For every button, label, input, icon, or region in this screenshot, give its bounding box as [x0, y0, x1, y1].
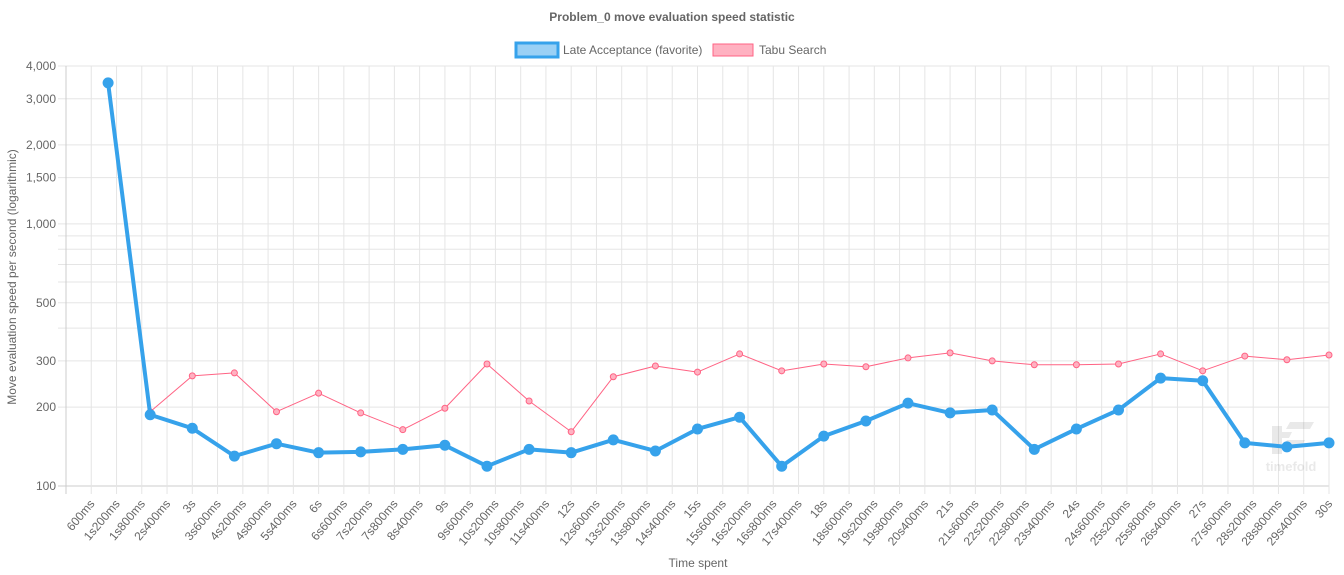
- y-axis: 4,000 3,000 2,000 1,500 1,000 500 300 200 100: [26, 59, 56, 493]
- data-point-tabu-search[interactable]: [441, 404, 449, 412]
- data-point-tabu-search[interactable]: [1325, 351, 1333, 359]
- data-point-tabu-search[interactable]: [230, 369, 238, 377]
- data-point-tabu-search[interactable]: [1030, 361, 1038, 369]
- data-point-late-acceptance-favorite[interactable]: [986, 404, 998, 416]
- data-point-late-acceptance-favorite[interactable]: [1197, 375, 1209, 387]
- data-point-tabu-search[interactable]: [862, 363, 870, 371]
- x-axis-title: Time spent: [669, 556, 729, 570]
- series-line-tabu-search: [107, 82, 1330, 433]
- data-point-tabu-search[interactable]: [525, 397, 533, 405]
- data-point-tabu-search[interactable]: [651, 362, 659, 370]
- data-point-late-acceptance-favorite[interactable]: [439, 439, 451, 451]
- data-point-late-acceptance-favorite[interactable]: [1028, 443, 1040, 455]
- data-point-tabu-search[interactable]: [357, 409, 365, 417]
- data-point-late-acceptance-favorite[interactable]: [1281, 441, 1293, 453]
- y-axis-title: Move evaluation speed per second (logari…: [5, 149, 19, 404]
- data-point-late-acceptance-favorite[interactable]: [523, 443, 535, 455]
- legend-item-tabu-search[interactable]: Tabu Search: [712, 43, 826, 57]
- watermark-logo: timefold: [1266, 422, 1317, 474]
- data-point-tabu-search[interactable]: [946, 349, 954, 357]
- y-tick-label: 500: [36, 296, 56, 310]
- data-point-tabu-search[interactable]: [988, 357, 996, 365]
- x-tick-label: 6s: [306, 497, 325, 516]
- data-point-late-acceptance-favorite[interactable]: [271, 438, 282, 450]
- data-point-tabu-search[interactable]: [1072, 361, 1080, 369]
- data-point-late-acceptance-favorite[interactable]: [313, 447, 325, 459]
- data-point-late-acceptance-favorite[interactable]: [1155, 372, 1167, 384]
- data-point-tabu-search[interactable]: [315, 389, 323, 397]
- data-point-late-acceptance-favorite[interactable]: [186, 422, 198, 434]
- data-point-late-acceptance-favorite[interactable]: [1113, 404, 1124, 416]
- data-point-late-acceptance-favorite[interactable]: [355, 446, 367, 458]
- data-point-late-acceptance-favorite[interactable]: [818, 430, 830, 442]
- y-tick-label: 300: [36, 354, 56, 368]
- data-point-late-acceptance-favorite[interactable]: [944, 407, 956, 419]
- data-point-tabu-search[interactable]: [567, 428, 575, 436]
- data-point-tabu-search[interactable]: [273, 408, 280, 416]
- y-tick-label: 1,500: [26, 171, 56, 185]
- legend: Late Acceptance (favorite) Tabu Search: [514, 41, 826, 59]
- legend-swatch-tabu-search: [712, 43, 754, 57]
- data-point-tabu-search[interactable]: [778, 367, 786, 375]
- y-tick-label: 200: [36, 400, 56, 414]
- data-point-late-acceptance-favorite[interactable]: [1070, 423, 1082, 435]
- series-line-late-acceptance-favorite: [106, 82, 1330, 469]
- y-tick-label: 4,000: [26, 59, 56, 73]
- data-point-tabu-search[interactable]: [1115, 360, 1122, 368]
- data-point-tabu-search[interactable]: [609, 373, 617, 381]
- y-tick-label: 100: [36, 479, 56, 493]
- data-point-late-acceptance-favorite[interactable]: [481, 460, 493, 472]
- x-tick-label: 9s: [432, 497, 451, 516]
- legend-label-tabu-search: Tabu Search: [759, 43, 826, 57]
- series-layer: [102, 77, 1335, 472]
- data-point-late-acceptance-favorite[interactable]: [1239, 437, 1251, 449]
- svg-text:timefold: timefold: [1266, 459, 1317, 474]
- data-point-late-acceptance-favorite[interactable]: [649, 445, 661, 457]
- chart-title: Problem_0 move evaluation speed statisti…: [549, 10, 795, 24]
- data-point-tabu-search[interactable]: [188, 372, 196, 380]
- data-point-late-acceptance-favorite[interactable]: [902, 397, 914, 409]
- data-point-tabu-search[interactable]: [904, 354, 912, 362]
- data-point-tabu-search[interactable]: [820, 360, 828, 368]
- data-point-late-acceptance-favorite[interactable]: [102, 77, 114, 89]
- grid: [58, 65, 1330, 494]
- data-point-late-acceptance-favorite[interactable]: [776, 460, 788, 472]
- data-point-tabu-search[interactable]: [1241, 352, 1249, 360]
- data-point-late-acceptance-favorite[interactable]: [692, 423, 703, 435]
- data-point-tabu-search[interactable]: [1283, 356, 1291, 364]
- y-tick-label: 1,000: [26, 217, 56, 231]
- legend-item-late-acceptance[interactable]: Late Acceptance (favorite): [514, 41, 702, 59]
- x-tick-label: 30s: [1312, 497, 1335, 521]
- data-point-late-acceptance-favorite[interactable]: [734, 411, 746, 423]
- data-point-tabu-search[interactable]: [694, 368, 701, 376]
- data-point-late-acceptance-favorite[interactable]: [860, 415, 872, 427]
- y-tick-label: 3,000: [26, 92, 56, 106]
- data-point-tabu-search[interactable]: [399, 426, 407, 434]
- data-point-late-acceptance-favorite[interactable]: [607, 434, 619, 446]
- y-tick-label: 2,000: [26, 138, 56, 152]
- legend-swatch-late-acceptance: [514, 41, 560, 59]
- data-point-tabu-search[interactable]: [1157, 350, 1165, 358]
- data-point-late-acceptance-favorite[interactable]: [565, 447, 577, 459]
- data-point-tabu-search[interactable]: [1199, 367, 1207, 375]
- legend-label-late-acceptance: Late Acceptance (favorite): [563, 43, 702, 57]
- data-point-late-acceptance-favorite[interactable]: [1323, 437, 1335, 449]
- x-tick-label: 3s: [180, 497, 199, 516]
- data-point-late-acceptance-favorite[interactable]: [144, 409, 156, 421]
- data-point-tabu-search[interactable]: [736, 350, 744, 358]
- data-point-tabu-search[interactable]: [483, 360, 491, 368]
- data-point-late-acceptance-favorite[interactable]: [397, 443, 409, 455]
- data-point-late-acceptance-favorite[interactable]: [228, 450, 240, 462]
